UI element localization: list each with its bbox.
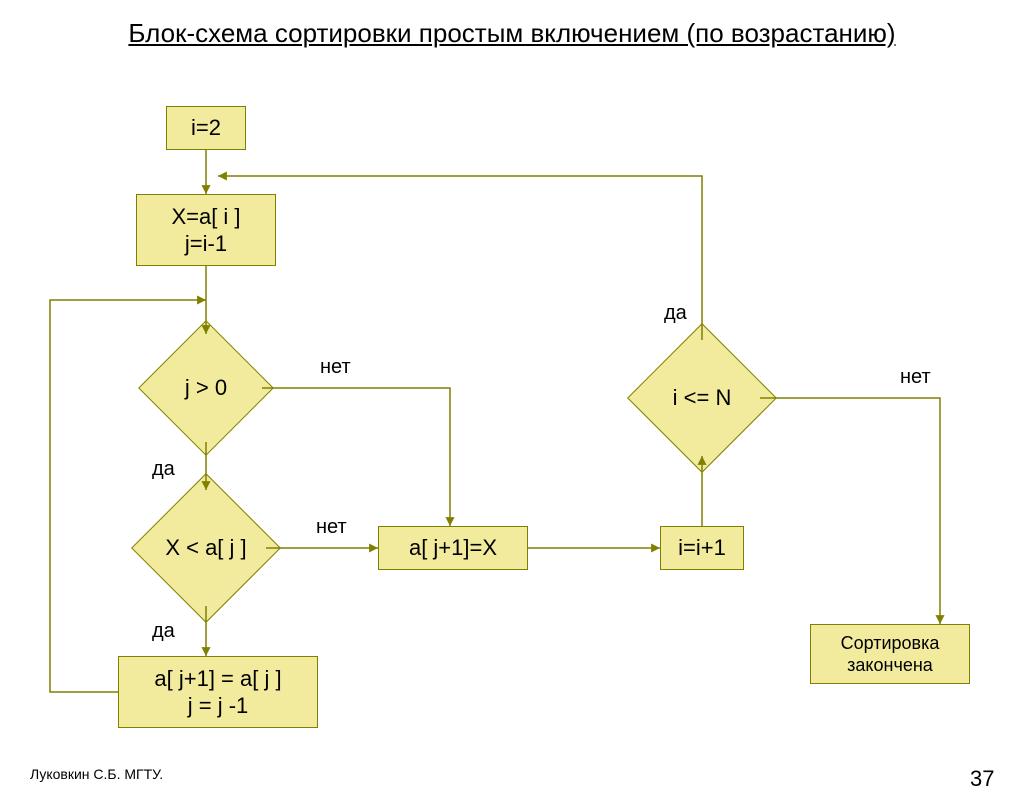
- label-net2: нет: [316, 516, 347, 539]
- node-place: a[ j+1]=X: [378, 526, 528, 570]
- node-init: i=2: [166, 106, 246, 150]
- node-assign-label: X=a[ i ] j=i-1: [171, 203, 240, 258]
- node-cond2-label: X < a[ j ]: [153, 495, 259, 601]
- node-cond3: i <= N: [649, 345, 755, 451]
- node-inc: i=i+1: [660, 526, 744, 570]
- node-inc-label: i=i+1: [678, 534, 726, 562]
- node-cond3-label: i <= N: [649, 345, 755, 451]
- node-done-label: Сортировка закончена: [841, 632, 940, 677]
- node-cond1: j > 0: [158, 340, 254, 436]
- label-da2: да: [152, 620, 175, 643]
- node-cond1-label: j > 0: [158, 340, 254, 436]
- node-assign: X=a[ i ] j=i-1: [136, 194, 276, 266]
- label-net3: нет: [900, 366, 931, 389]
- node-shift: a[ j+1] = a[ j ] j = j -1: [118, 656, 318, 728]
- label-net1: нет: [320, 356, 351, 379]
- node-done: Сортировка закончена: [810, 624, 970, 684]
- node-place-label: a[ j+1]=X: [409, 534, 497, 562]
- label-da1: да: [152, 458, 175, 481]
- footer-author: Луковкин С.Б. МГТУ.: [30, 766, 163, 782]
- label-da3: да: [664, 302, 687, 325]
- page-number: 37: [970, 766, 994, 792]
- node-init-label: i=2: [191, 114, 221, 142]
- diagram-title: Блок-схема сортировки простым включением…: [112, 18, 912, 49]
- node-cond2: X < a[ j ]: [153, 495, 259, 601]
- node-shift-label: a[ j+1] = a[ j ] j = j -1: [154, 665, 281, 720]
